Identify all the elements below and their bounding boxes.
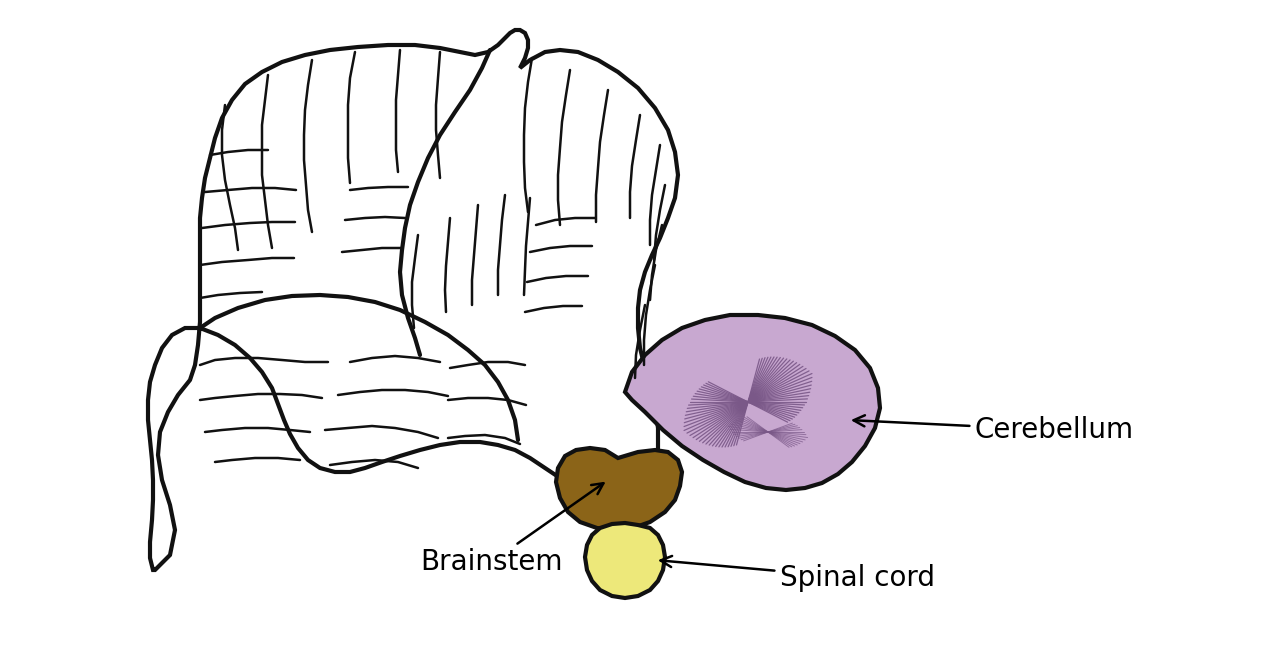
Polygon shape [585, 523, 666, 598]
Polygon shape [556, 448, 682, 530]
Text: Spinal cord: Spinal cord [660, 556, 934, 592]
Polygon shape [625, 315, 879, 490]
Text: Brainstem: Brainstem [420, 483, 603, 576]
Text: Cerebellum: Cerebellum [854, 415, 1134, 444]
Polygon shape [148, 30, 678, 570]
